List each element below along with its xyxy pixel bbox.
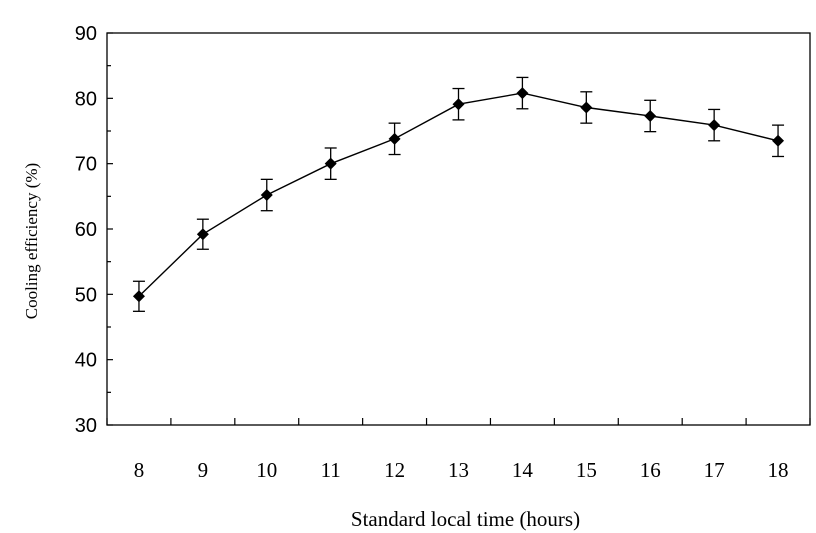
x-tick-label: 16 <box>640 458 661 482</box>
y-tick-label: 80 <box>75 88 97 110</box>
x-tick-label: 9 <box>198 458 209 482</box>
x-tick-label: 15 <box>576 458 597 482</box>
data-point <box>644 109 657 122</box>
y-tick-label: 50 <box>75 284 97 306</box>
y-tick-label: 90 <box>75 23 97 45</box>
x-tick-label: 18 <box>768 458 789 482</box>
data-point <box>388 132 401 145</box>
series-layer <box>132 76 785 312</box>
data-point <box>708 119 721 132</box>
data-point <box>516 87 529 100</box>
data-point <box>132 290 145 303</box>
y-axis-title: Cooling efficiency (%) <box>22 163 41 319</box>
x-tick-label: 11 <box>321 458 341 482</box>
y-tick-label: 60 <box>75 219 97 241</box>
x-tick-label: 14 <box>512 458 534 482</box>
data-point <box>324 157 337 170</box>
data-point <box>260 189 273 202</box>
data-point <box>452 98 465 111</box>
axes: 30 40 50 60 70 80 90 8 9 10 11 12 13 14 15 16 17 18 <box>75 23 811 482</box>
data-point <box>580 101 593 114</box>
data-point <box>772 134 785 147</box>
y-tick-label: 70 <box>75 154 97 176</box>
x-tick-label: 13 <box>448 458 469 482</box>
y-tick-label: 30 <box>75 415 97 437</box>
x-tick-label: 8 <box>134 458 145 482</box>
x-axis-title: Standard local time (hours) <box>351 507 580 531</box>
x-tick-label: 12 <box>384 458 405 482</box>
y-tick-label: 40 <box>75 350 97 372</box>
data-point <box>196 228 209 241</box>
x-tick-label: 10 <box>256 458 277 482</box>
x-tick-label: 17 <box>704 458 725 482</box>
series-line <box>138 92 779 297</box>
